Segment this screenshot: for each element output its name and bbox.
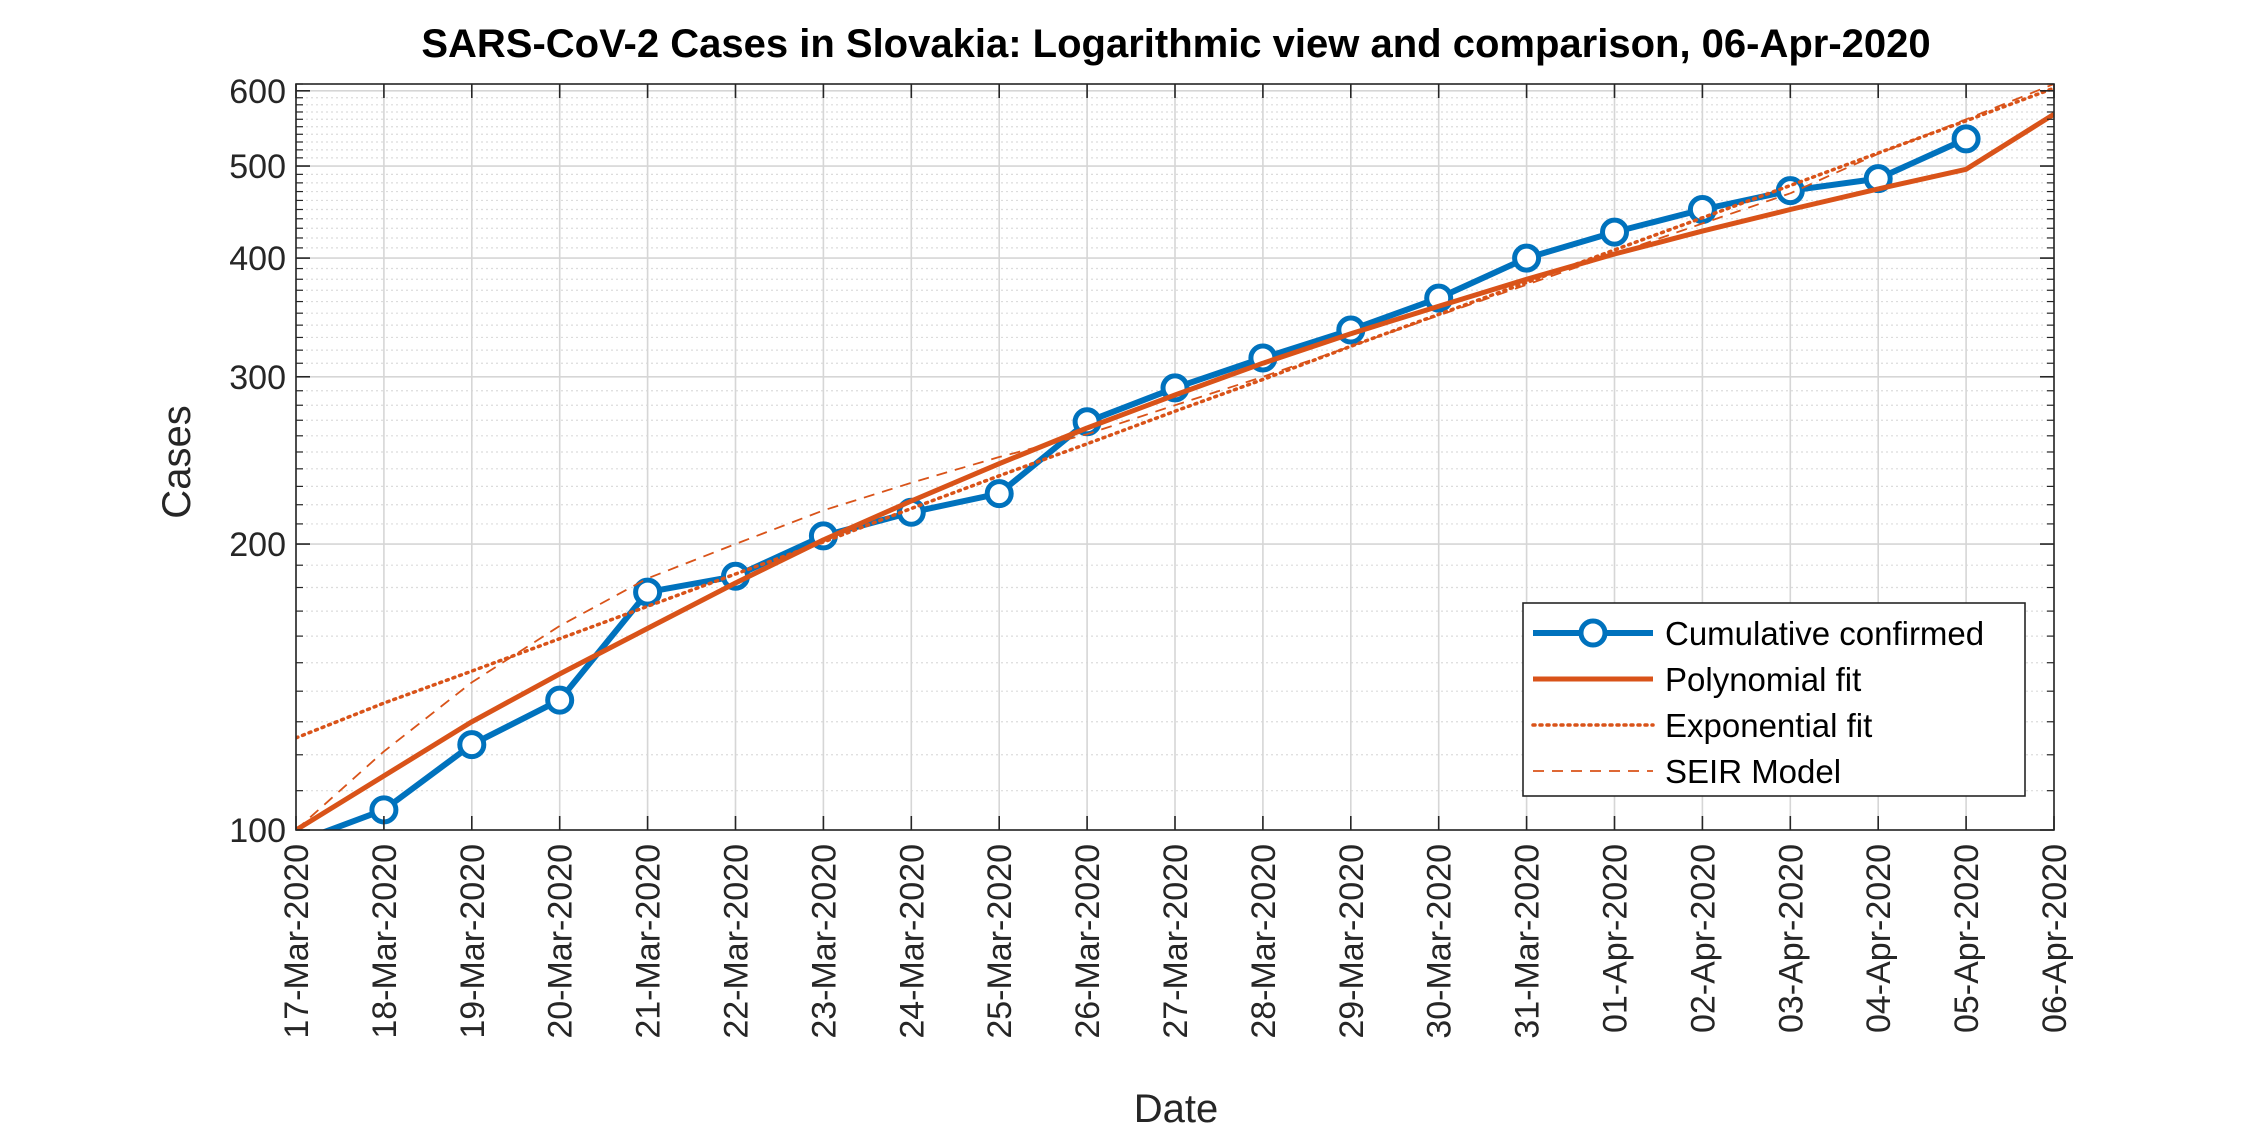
legend-label-polynomial-fit: Polynomial fit <box>1665 661 1861 698</box>
x-tick-label: 20-Mar-2020 <box>542 844 580 1039</box>
y-tick-label: 300 <box>229 359 286 397</box>
legend: Cumulative confirmed Polynomial fit Expone… <box>1522 602 2026 797</box>
x-tick-label: 03-Apr-2020 <box>1772 844 1810 1033</box>
legend-marker-cumulative-confirmed <box>1578 618 1608 648</box>
data-point-cumulative-confirmed <box>545 685 575 715</box>
plot-series <box>296 84 2054 830</box>
data-point-cumulative-confirmed <box>633 577 663 607</box>
x-axis-label: Date <box>1134 1087 1219 1131</box>
x-tick-label: 01-Apr-2020 <box>1597 844 1635 1033</box>
x-tick-label: 05-Apr-2020 <box>1948 844 1986 1033</box>
x-tick-label: 24-Mar-2020 <box>893 844 931 1039</box>
x-tick-label: 29-Mar-2020 <box>1333 844 1371 1039</box>
x-tick-label: 21-Mar-2020 <box>630 844 668 1039</box>
x-tick-label: 25-Mar-2020 <box>981 844 1019 1039</box>
x-tick-label: 18-Mar-2020 <box>366 844 404 1039</box>
axes: 100 200 300 400 500 600 17-Mar-2020 18-Mar-2020… <box>229 73 2074 1039</box>
chart-title: SARS-CoV-2 Cases in Slovakia: Logarithmi… <box>421 22 1930 66</box>
x-tick-label: 28-Mar-2020 <box>1245 844 1283 1039</box>
x-tick-label: 23-Mar-2020 <box>805 844 843 1039</box>
data-point-cumulative-confirmed <box>1951 124 1981 154</box>
x-tick-label: 02-Apr-2020 <box>1684 844 1722 1033</box>
x-tick-label: 04-Apr-2020 <box>1860 844 1898 1033</box>
series-line-seir-model <box>296 84 2054 830</box>
legend-label-seir-model: SEIR Model <box>1665 753 1841 790</box>
y-tick-label: 600 <box>229 73 286 111</box>
legend-label-cumulative-confirmed: Cumulative confirmed <box>1665 615 1984 652</box>
y-tick-label: 400 <box>229 240 286 278</box>
series-line-cumulative-confirmed <box>321 136 1968 830</box>
x-tick-label: 27-Mar-2020 <box>1157 844 1195 1039</box>
data-point-cumulative-confirmed <box>984 479 1014 509</box>
legend-label-exponential-fit: Exponential fit <box>1665 707 1872 744</box>
y-tick-label: 200 <box>229 526 286 564</box>
x-tick-label: 17-Mar-2020 <box>278 844 316 1039</box>
x-tick-label: 31-Mar-2020 <box>1509 844 1547 1039</box>
data-point-cumulative-confirmed <box>457 730 487 760</box>
x-tick-label: 06-Apr-2020 <box>2036 844 2074 1033</box>
x-tick-label: 22-Mar-2020 <box>718 844 756 1039</box>
x-tick-label: 19-Mar-2020 <box>454 844 492 1039</box>
x-tick-label: 30-Mar-2020 <box>1421 844 1459 1039</box>
data-point-cumulative-confirmed <box>1600 217 1629 247</box>
y-tick-label: 500 <box>229 148 286 186</box>
series-line-polynomial-fit <box>296 112 2054 830</box>
data-point-cumulative-confirmed <box>1512 243 1542 273</box>
x-tick-label: 26-Mar-2020 <box>1069 844 1107 1039</box>
series-line-exponential-fit <box>296 86 2054 740</box>
y-tick-label: 100 <box>229 812 286 850</box>
y-axis-label: Cases <box>155 405 199 518</box>
